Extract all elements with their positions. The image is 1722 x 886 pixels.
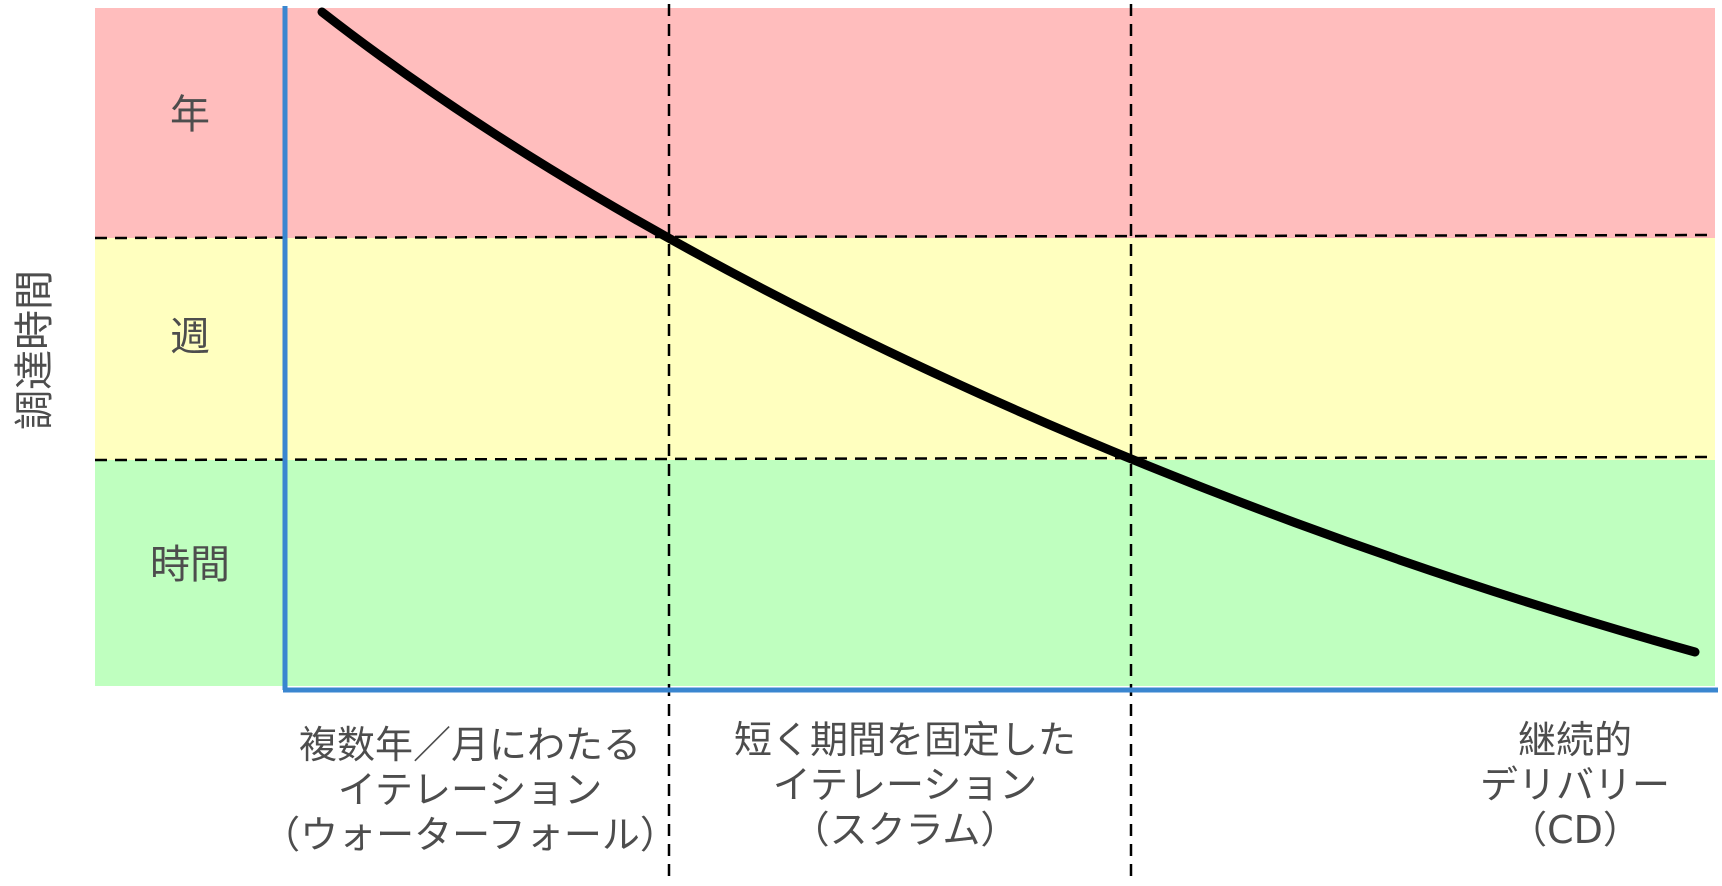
band-boundary-week-hour — [94, 455, 1716, 462]
band-year — [95, 8, 1715, 238]
band-label-week: 週 — [170, 314, 210, 360]
band-boundary-year-week — [94, 233, 1716, 240]
category-label-waterfall: 複数年／月にわたる イテレーション （ウォーターフォール） — [262, 723, 678, 857]
band-week — [95, 238, 1715, 460]
y-axis-title: 調達時間 — [12, 270, 58, 430]
category-label-line: 継続的 — [1518, 718, 1632, 762]
category-label-line: （スクラム） — [792, 808, 1019, 852]
category-label-line: イテレーション — [338, 768, 602, 812]
category-label-cd: 継続的 デリバリー （CD） — [1480, 718, 1670, 852]
category-label-line: イテレーション — [773, 763, 1037, 807]
category-label-scrum: 短く期間を固定した イテレーション （スクラム） — [734, 718, 1076, 852]
category-label-line: （ウォーターフォール） — [262, 813, 678, 857]
band-label-hour: 時間 — [150, 542, 230, 588]
category-label-line: 複数年／月にわたる — [299, 723, 641, 767]
category-label-line: 短く期間を固定した — [734, 718, 1076, 762]
procurement-time-curve — [317, 7, 1700, 657]
band-label-year: 年 — [170, 92, 210, 138]
category-label-line: （CD） — [1509, 808, 1641, 852]
category-label-line: デリバリー — [1480, 763, 1670, 807]
band-hour — [95, 460, 1715, 686]
